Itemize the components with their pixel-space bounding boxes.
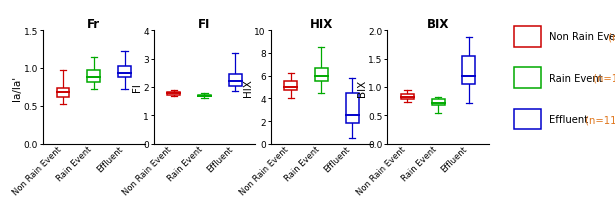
Y-axis label: Ia/Ia': Ia/Ia': [12, 75, 22, 100]
Bar: [315, 68, 328, 82]
Bar: [229, 75, 242, 86]
Bar: [346, 93, 359, 124]
Bar: [167, 92, 180, 95]
Text: (n=11): (n=11): [582, 115, 615, 124]
Bar: [432, 100, 445, 106]
Bar: [87, 71, 100, 82]
Text: (n=14): (n=14): [605, 32, 615, 42]
Bar: [118, 67, 131, 78]
Text: Effluent: Effluent: [549, 115, 588, 124]
Y-axis label: HIX: HIX: [243, 79, 253, 96]
Title: Fr: Fr: [87, 18, 100, 31]
Y-axis label: BIX: BIX: [357, 79, 367, 96]
Title: BIX: BIX: [427, 18, 450, 31]
Text: (n=19): (n=19): [590, 73, 615, 83]
Text: Non Rain Event: Non Rain Event: [549, 32, 615, 42]
Bar: [462, 56, 475, 85]
Bar: [284, 82, 297, 91]
Bar: [198, 95, 211, 97]
Bar: [401, 94, 414, 100]
Bar: [57, 89, 69, 97]
Title: HIX: HIX: [310, 18, 333, 31]
Text: Rain Event: Rain Event: [549, 73, 602, 83]
Title: FI: FI: [198, 18, 211, 31]
Y-axis label: FI: FI: [132, 83, 141, 92]
